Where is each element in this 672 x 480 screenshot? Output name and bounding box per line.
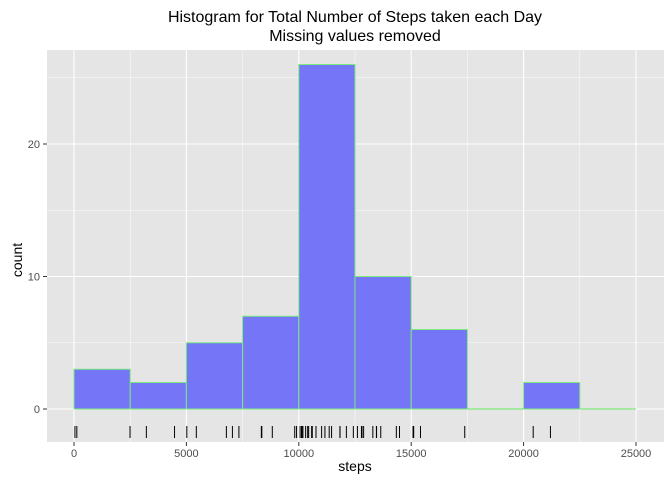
chart-title-line-2: Missing values removed [269,28,441,45]
x-tick-label: 20000 [508,448,539,460]
x-tick-label: 15000 [396,448,427,460]
histogram-bar-2 [129,382,187,410]
x-tick-label: 25000 [621,448,652,460]
x-axis: 0 5000 10000 15000 20000 25000 [71,442,651,460]
rug-marks [74,426,551,438]
x-axis-title: steps [338,458,371,474]
chart-title-line-1: Histogram for Total Number of Steps take… [168,9,542,26]
y-tick-label: 10 [28,272,40,284]
y-tick-label: 20 [28,139,40,151]
histogram-bar-4 [242,315,300,410]
histogram-bar-9 [523,382,581,410]
x-tick-label: 10000 [284,448,315,460]
x-tick-label: 0 [71,448,77,460]
histogram-bar-1 [73,368,131,410]
y-tick-label: 0 [34,404,40,416]
histogram-bars [73,64,636,410]
histogram-bar-7 [410,329,468,410]
histogram-bar-6 [354,276,412,410]
histogram-bar-3 [185,342,244,410]
histogram-bar-5 [298,64,356,410]
x-tick-label: 5000 [174,448,198,460]
y-axis: 0 10 20 [28,139,47,416]
y-axis-title: count [9,243,25,277]
